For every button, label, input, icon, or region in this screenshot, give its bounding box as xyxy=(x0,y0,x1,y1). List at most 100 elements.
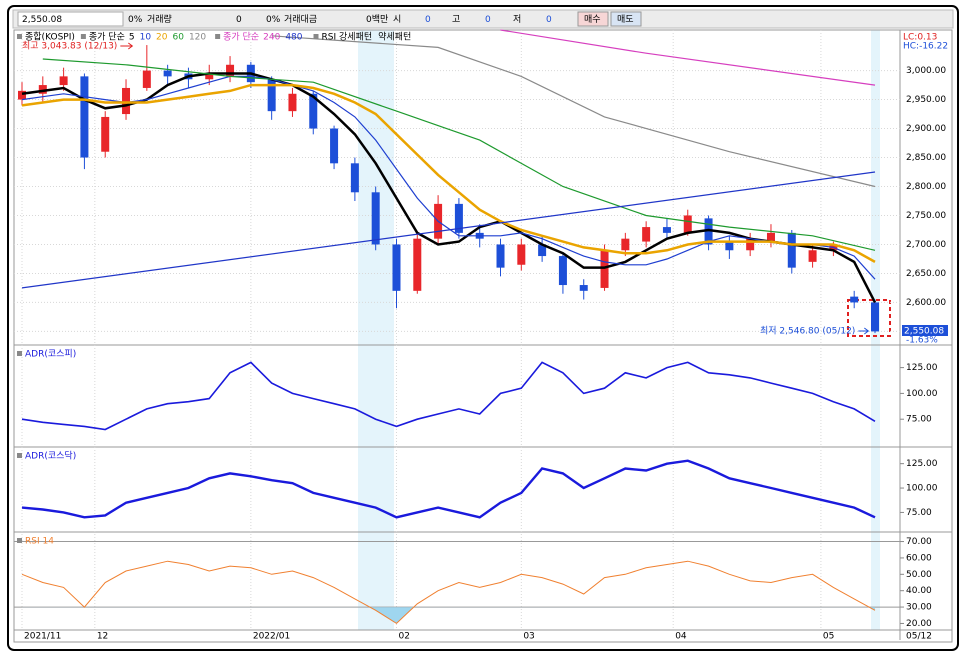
candle-body xyxy=(122,87,131,115)
y-tick-label: 2,900.00 xyxy=(906,124,946,134)
ma-line xyxy=(21,72,877,303)
toolbar-text: 0% xyxy=(266,15,281,25)
button-label: 매도 xyxy=(617,14,634,25)
legend-entry: 60 xyxy=(173,33,185,43)
x-tick-label: 03 xyxy=(523,632,534,642)
low-label: 최저 2,546.80 (05/12) xyxy=(760,326,855,337)
hc-label: HC:-16.22 xyxy=(903,42,948,52)
candle-body xyxy=(642,227,651,242)
ma-line xyxy=(21,83,876,263)
toolbar-text: 고 xyxy=(452,15,460,25)
candle-body xyxy=(579,285,588,291)
y-tick-label: 60.00 xyxy=(906,553,932,563)
y-tick-label: 40.00 xyxy=(906,586,932,596)
y-tick-label: 30.00 xyxy=(906,603,932,613)
candle-body xyxy=(205,73,214,80)
pattern-band xyxy=(358,30,394,630)
candle-body xyxy=(621,238,630,251)
legend-entry: 5 xyxy=(129,33,135,43)
candle-body xyxy=(871,302,879,332)
candle-body xyxy=(600,250,609,288)
panels xyxy=(13,29,953,643)
x-tick-label: 2021/11 xyxy=(24,632,61,642)
candle-body xyxy=(350,163,359,193)
candle-body xyxy=(18,90,26,100)
y-tick-label: 125.00 xyxy=(906,363,938,373)
candle-body xyxy=(267,79,276,112)
candle-body xyxy=(496,244,505,268)
y-tick-label: 2,700.00 xyxy=(906,240,946,250)
plot-border xyxy=(13,29,953,643)
candle-body xyxy=(59,76,68,86)
x-tick-label: 2022/01 xyxy=(253,632,290,642)
candle-body xyxy=(330,128,339,164)
high-label: 최고 3,043.83 (12/13) xyxy=(22,41,117,52)
toolbar-text: 거래량 xyxy=(147,13,172,25)
legend-label: 종가 단순 xyxy=(89,32,125,43)
button[interactable] xyxy=(610,11,642,27)
legend-icon xyxy=(215,34,221,39)
ma-line xyxy=(42,58,876,251)
candle-body xyxy=(38,85,47,94)
y-tick-label: 75.00 xyxy=(906,508,932,518)
legend-icon xyxy=(17,34,22,39)
toolbar-text: 거래대금 xyxy=(284,14,317,25)
button[interactable] xyxy=(577,11,609,27)
toolbar-text: 0 xyxy=(546,15,552,25)
legend-icon xyxy=(80,34,86,39)
ma-line xyxy=(271,35,876,188)
ma-line xyxy=(21,171,876,289)
candle-body xyxy=(226,64,235,77)
candle-body xyxy=(517,244,526,265)
candle-body xyxy=(558,256,567,286)
change: -1.63% xyxy=(906,336,938,346)
y-tick-label: 2,950.00 xyxy=(906,95,946,105)
candle-body xyxy=(746,238,755,251)
y-tick-label: 100.00 xyxy=(906,389,938,399)
y-tick-label: 2,750.00 xyxy=(906,211,946,221)
candle-body xyxy=(392,244,401,291)
arrow xyxy=(120,42,134,50)
candle-body xyxy=(101,116,110,152)
x-last-date: 05/12 xyxy=(906,632,932,642)
candle-body xyxy=(704,218,713,245)
legend-entry: 120 xyxy=(189,33,206,43)
x-tick-label: 02 xyxy=(398,632,409,642)
toolbar-text: 시 xyxy=(393,14,401,25)
legend-icon xyxy=(17,351,22,356)
button-label: 매수 xyxy=(584,14,601,25)
legend-label: RSI 강세패턴 xyxy=(322,32,373,43)
toolbar-text: 0백만 xyxy=(366,14,388,25)
toolbar-text: 0 xyxy=(236,15,242,25)
arrow xyxy=(858,327,870,335)
candle-body xyxy=(309,93,318,129)
ma-line xyxy=(500,29,876,86)
y-tick-label: 2,600.00 xyxy=(906,298,946,308)
legend-entry: 480 xyxy=(285,33,302,43)
candle-body xyxy=(288,93,297,112)
candle-body xyxy=(683,215,692,233)
legend-entry: 20 xyxy=(156,33,168,43)
legend-icon xyxy=(313,34,319,39)
y-tick-label: 3,000.00 xyxy=(906,66,946,76)
toolbar-text: 0 xyxy=(485,15,491,25)
legend-icon xyxy=(17,453,22,458)
line xyxy=(21,560,876,625)
x-tick-label: 12 xyxy=(97,632,108,642)
y-tick-label: 50.00 xyxy=(906,570,932,580)
toolbar-text: 2,550.08 xyxy=(22,15,62,25)
toolbar-text: 저 xyxy=(513,14,521,25)
candle-body xyxy=(850,296,859,303)
toolbar-text: 0% xyxy=(128,15,143,25)
candle-body xyxy=(538,244,547,257)
toolbar xyxy=(12,9,954,29)
legend-entry: 10 xyxy=(140,33,152,43)
legend-title: 종합(KOSPI) xyxy=(25,32,75,43)
legend-label: 종가 단순 xyxy=(223,32,259,43)
candle-body xyxy=(163,70,172,77)
candle-body xyxy=(454,203,463,233)
y-tick-label: 20.00 xyxy=(906,619,932,629)
last-price: 2,550.08 xyxy=(904,327,944,337)
